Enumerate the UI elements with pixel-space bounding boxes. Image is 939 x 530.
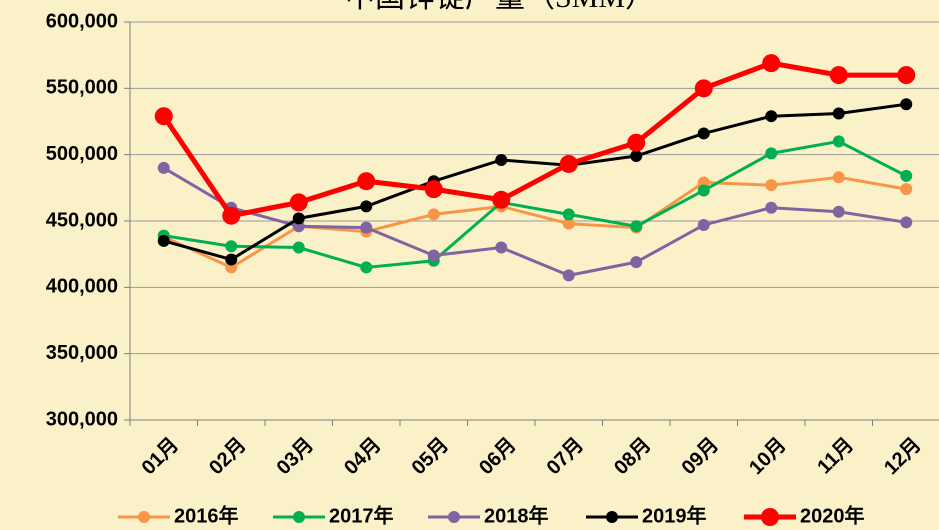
point <box>225 253 238 266</box>
point <box>762 54 781 73</box>
series-line <box>163 139 907 269</box>
point <box>627 133 646 152</box>
point <box>292 212 305 225</box>
y-tick-label: 350,000 <box>46 342 118 364</box>
legend-marker <box>448 511 460 523</box>
point <box>832 205 845 218</box>
point <box>897 66 916 85</box>
chart-title: 中国锌锭产量（SMM） <box>345 0 655 14</box>
legend-marker <box>138 511 150 523</box>
x-tick-label: 07月 <box>543 434 588 479</box>
point <box>495 241 508 254</box>
point <box>559 154 578 173</box>
point <box>289 193 308 212</box>
point <box>360 261 373 274</box>
point <box>697 184 710 197</box>
point <box>357 172 376 191</box>
y-tick-label: 550,000 <box>46 77 118 99</box>
point <box>900 183 913 196</box>
point <box>832 171 845 184</box>
x-tick-label: 03月 <box>273 434 318 479</box>
series-line <box>163 175 907 270</box>
x-tick-label: 08月 <box>610 434 655 479</box>
legend-marker <box>606 511 618 523</box>
legend-label: 2019年 <box>642 503 707 527</box>
point <box>765 110 778 123</box>
x-tick-label: 04月 <box>340 434 385 479</box>
legend-label: 2017年 <box>329 503 394 527</box>
point <box>154 107 173 126</box>
point <box>900 216 913 229</box>
point <box>562 269 575 282</box>
y-tick-label: 300,000 <box>46 408 118 430</box>
point <box>765 147 778 160</box>
x-tick-label: 10月 <box>745 434 790 479</box>
y-tick-label: 600,000 <box>46 10 118 32</box>
point <box>765 179 778 192</box>
y-tick-label: 450,000 <box>46 209 118 231</box>
point <box>697 127 710 140</box>
x-tick-label: 05月 <box>408 434 453 479</box>
point <box>829 66 848 85</box>
point <box>424 180 443 199</box>
series-line <box>161 60 907 219</box>
series-line <box>163 102 907 262</box>
point <box>360 200 373 213</box>
point <box>427 249 440 262</box>
point <box>427 208 440 221</box>
series-line <box>162 166 907 277</box>
x-tick-label: 11月 <box>813 434 858 479</box>
point <box>157 234 170 247</box>
point <box>630 149 643 162</box>
point <box>832 135 845 148</box>
point <box>832 107 845 120</box>
point <box>900 169 913 182</box>
point <box>630 220 643 233</box>
point <box>225 240 238 253</box>
x-tick-label: 09月 <box>678 434 723 479</box>
point <box>222 206 241 225</box>
legend-label: 2020年 <box>800 503 865 527</box>
point <box>157 161 170 174</box>
x-tick-label: 01月 <box>138 434 183 479</box>
y-tick-label: 400,000 <box>46 276 118 298</box>
point <box>562 208 575 221</box>
point <box>492 190 511 209</box>
point <box>697 218 710 231</box>
x-tick-label: 12月 <box>880 434 925 479</box>
legend-label: 2016年 <box>174 503 239 527</box>
legend-marker <box>293 511 305 523</box>
point <box>495 153 508 166</box>
x-tick-label: 06月 <box>475 434 520 479</box>
point <box>765 201 778 214</box>
point <box>292 241 305 254</box>
x-tick-label: 02月 <box>205 434 250 479</box>
point <box>360 221 373 234</box>
point <box>900 98 913 111</box>
legend-label: 2018年 <box>484 503 549 527</box>
legend-marker <box>761 508 779 526</box>
point <box>630 256 643 269</box>
point <box>694 79 713 98</box>
y-tick-label: 500,000 <box>46 143 118 165</box>
point <box>562 217 575 230</box>
